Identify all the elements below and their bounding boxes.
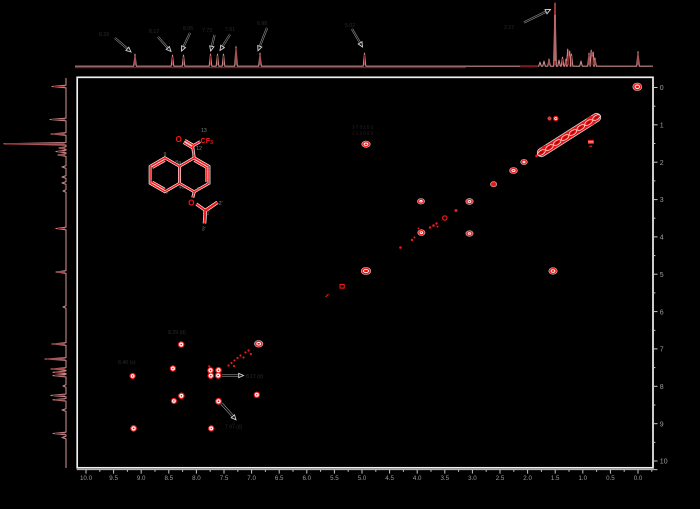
svg-text:2.5: 2.5 [496,475,505,482]
svg-text:4.5: 4.5 [385,475,394,482]
svg-text:12: 12 [196,146,202,152]
svg-text:9: 9 [660,421,664,428]
svg-text:3 7 3 2 5 2: 3 7 3 2 5 2 [352,125,374,130]
svg-text:6.5: 6.5 [275,475,284,482]
svg-text:9: 9 [164,152,167,158]
svg-text:7.61: 7.61 [225,27,235,33]
svg-text:2.0: 2.0 [523,475,532,482]
svg-text:4a: 4a [179,185,185,191]
svg-text:6: 6 [660,309,664,316]
svg-text:8.29 (d): 8.29 (d) [168,330,186,336]
svg-text:8.5: 8.5 [164,475,173,482]
svg-text:8.05: 8.05 [183,26,193,32]
svg-text:6: 6 [149,180,152,186]
svg-text:6.98: 6.98 [257,21,267,27]
svg-text:3: 3 [206,180,209,186]
svg-text:CF3: CF3 [201,136,214,146]
svg-text:1.5: 1.5 [551,475,560,482]
svg-text:1': 1' [207,211,211,217]
svg-text:3.0: 3.0 [468,475,477,482]
svg-text:5: 5 [166,189,169,195]
svg-text:3': 3' [202,227,206,233]
svg-text:5: 5 [660,272,664,279]
svg-text:10: 10 [660,459,668,466]
svg-text:8.40 (s): 8.40 (s) [118,360,136,366]
svg-text:8: 8 [660,384,664,391]
svg-text:8.17 (d): 8.17 (d) [246,374,264,380]
svg-text:O: O [188,199,194,208]
svg-text:0: 0 [660,85,664,92]
svg-text:O: O [176,135,182,144]
svg-text:10.0: 10.0 [80,475,93,482]
svg-text:7.73: 7.73 [202,28,212,34]
svg-text:7.5: 7.5 [220,475,229,482]
svg-text:3.5: 3.5 [440,475,449,482]
svg-text:5.5: 5.5 [330,475,339,482]
svg-text:1: 1 [660,123,664,130]
svg-text:1 1 2 0 2 2: 1 1 2 0 2 2 [352,131,374,136]
svg-text:7 97 (d): 7 97 (d) [225,425,243,431]
svg-text:7: 7 [149,165,152,171]
svg-text:5.0: 5.0 [358,475,367,482]
svg-text:2: 2 [660,160,664,167]
svg-text:8.29: 8.29 [99,32,109,38]
svg-text:0.0: 0.0 [634,475,643,482]
svg-text:5.02: 5.02 [345,23,355,29]
svg-text:4.0: 4.0 [413,475,422,482]
svg-text:13: 13 [201,128,207,134]
svg-text:1.0: 1.0 [578,475,587,482]
svg-text:2': 2' [219,201,223,207]
svg-text:8a: 8a [175,160,181,166]
svg-text:7.0: 7.0 [247,475,256,482]
svg-text:1: 1 [192,153,195,159]
svg-text:8.0: 8.0 [192,475,201,482]
svg-text:9.0: 9.0 [137,475,146,482]
svg-text:7: 7 [660,347,664,354]
svg-text:8.17: 8.17 [149,29,159,35]
svg-text:0.5: 0.5 [606,475,615,482]
svg-text:4: 4 [660,235,664,242]
svg-text:2: 2 [208,166,211,172]
svg-text:6.0: 6.0 [302,475,311,482]
svg-text:3: 3 [660,197,664,204]
svg-text:4: 4 [196,187,199,193]
svg-text:9.5: 9.5 [109,475,118,482]
svg-text:2.17: 2.17 [504,25,514,31]
